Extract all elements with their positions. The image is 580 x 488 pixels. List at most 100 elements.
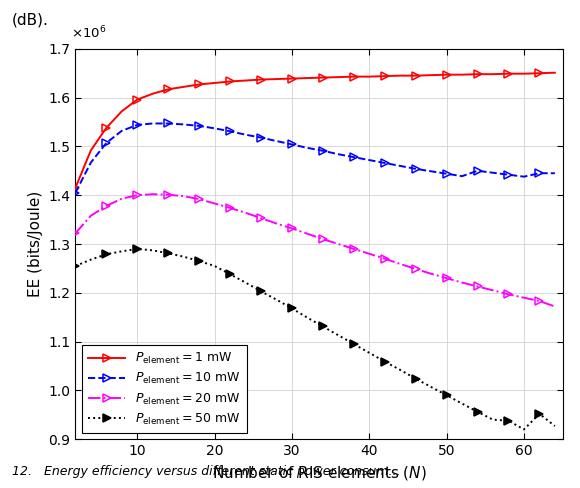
$P_\mathrm{element} = 50$ mW — [72, 263, 79, 269]
$P_\mathrm{element} = 1$ mW — [118, 108, 125, 114]
$P_\mathrm{element} = 1$ mW — [72, 185, 79, 191]
Text: (dB).: (dB). — [12, 12, 49, 27]
$P_\mathrm{element} = 1$ mW — [88, 147, 95, 153]
$P_\mathrm{element} = 1$ mW — [552, 70, 559, 76]
Text: $\times10^6$: $\times10^6$ — [71, 24, 106, 41]
$P_\mathrm{element} = 10$ mW — [227, 128, 234, 134]
$P_\mathrm{element} = 50$ mW — [149, 247, 156, 253]
$P_\mathrm{element} = 20$ mW — [552, 304, 559, 309]
$P_\mathrm{element} = 10$ mW — [381, 160, 388, 166]
$P_\mathrm{element} = 10$ mW — [412, 166, 419, 172]
$P_\mathrm{element} = 10$ mW — [258, 135, 264, 141]
$P_\mathrm{element} = 50$ mW — [258, 288, 264, 294]
$P_\mathrm{element} = 20$ mW — [118, 196, 125, 202]
$P_\mathrm{element} = 50$ mW — [180, 254, 187, 260]
$P_\mathrm{element} = 1$ mW — [149, 91, 156, 97]
$P_\mathrm{element} = 10$ mW — [134, 122, 141, 128]
$P_\mathrm{element} = 50$ mW — [320, 324, 327, 329]
$P_\mathrm{element} = 20$ mW — [195, 196, 202, 202]
$P_\mathrm{element} = 1$ mW — [242, 78, 249, 83]
$P_\mathrm{element} = 20$ mW — [320, 236, 327, 242]
$P_\mathrm{element} = 50$ mW — [335, 332, 342, 338]
$P_\mathrm{element} = 10$ mW — [211, 125, 218, 131]
$P_\mathrm{element} = 20$ mW — [72, 230, 79, 236]
$P_\mathrm{element} = 10$ mW — [304, 145, 311, 151]
$P_\mathrm{element} = 20$ mW — [350, 246, 357, 252]
$P_\mathrm{element} = 20$ mW — [474, 284, 481, 289]
Text: 12.   Energy efficiency versus different static power consum...: 12. Energy efficiency versus different s… — [12, 465, 400, 478]
$P_\mathrm{element} = 1$ mW — [320, 75, 327, 81]
$P_\mathrm{element} = 20$ mW — [443, 275, 450, 281]
$P_\mathrm{element} = 50$ mW — [211, 263, 218, 269]
$P_\mathrm{element} = 50$ mW — [536, 411, 543, 417]
$P_\mathrm{element} = 20$ mW — [505, 291, 512, 297]
$P_\mathrm{element} = 1$ mW — [288, 76, 295, 81]
$P_\mathrm{element} = 50$ mW — [304, 315, 311, 321]
$P_\mathrm{element} = 20$ mW — [304, 231, 311, 237]
$P_\mathrm{element} = 50$ mW — [552, 423, 559, 429]
$P_\mathrm{element} = 20$ mW — [227, 205, 234, 211]
$P_\mathrm{element} = 20$ mW — [366, 251, 373, 257]
$P_\mathrm{element} = 50$ mW — [459, 401, 466, 407]
$P_\mathrm{element} = 10$ mW — [320, 148, 327, 154]
$P_\mathrm{element} = 50$ mW — [474, 409, 481, 415]
$P_\mathrm{element} = 1$ mW — [134, 97, 141, 102]
$P_\mathrm{element} = 1$ mW — [258, 77, 264, 82]
$P_\mathrm{element} = 1$ mW — [304, 75, 311, 81]
$P_\mathrm{element} = 10$ mW — [165, 121, 172, 126]
$P_\mathrm{element} = 50$ mW — [288, 305, 295, 311]
$P_\mathrm{element} = 50$ mW — [165, 250, 172, 256]
$P_\mathrm{element} = 1$ mW — [195, 81, 202, 87]
$P_\mathrm{element} = 20$ mW — [335, 241, 342, 247]
$P_\mathrm{element} = 20$ mW — [211, 201, 218, 206]
$P_\mathrm{element} = 50$ mW — [273, 297, 280, 303]
Y-axis label: EE (bits/Joule): EE (bits/Joule) — [28, 191, 43, 297]
$P_\mathrm{element} = 10$ mW — [520, 174, 527, 180]
$P_\mathrm{element} = 10$ mW — [72, 190, 79, 196]
$P_\mathrm{element} = 20$ mW — [103, 203, 110, 209]
$P_\mathrm{element} = 1$ mW — [443, 72, 450, 78]
$P_\mathrm{element} = 10$ mW — [118, 128, 125, 134]
$P_\mathrm{element} = 50$ mW — [397, 367, 404, 373]
$P_\mathrm{element} = 50$ mW — [443, 392, 450, 398]
$P_\mathrm{element} = 1$ mW — [474, 71, 481, 77]
$P_\mathrm{element} = 10$ mW — [427, 168, 434, 174]
$P_\mathrm{element} = 10$ mW — [180, 122, 187, 127]
X-axis label: Number of RIS elements $(N)$: Number of RIS elements $(N)$ — [212, 464, 426, 482]
$P_\mathrm{element} = 1$ mW — [180, 84, 187, 90]
$P_\mathrm{element} = 10$ mW — [195, 123, 202, 129]
Legend: $P_\mathrm{element} = 1$ mW, $P_\mathrm{element} = 10$ mW, $P_\mathrm{element} =: $P_\mathrm{element} = 1$ mW, $P_\mathrm{… — [82, 345, 247, 433]
$P_\mathrm{element} = 10$ mW — [490, 170, 496, 176]
Line: $P_\mathrm{element} = 10$ mW: $P_\mathrm{element} = 10$ mW — [71, 119, 559, 197]
$P_\mathrm{element} = 20$ mW — [273, 221, 280, 226]
$P_\mathrm{element} = 20$ mW — [288, 225, 295, 231]
$P_\mathrm{element} = 50$ mW — [134, 246, 141, 252]
$P_\mathrm{element} = 50$ mW — [118, 248, 125, 254]
$P_\mathrm{element} = 1$ mW — [335, 74, 342, 80]
$P_\mathrm{element} = 1$ mW — [165, 86, 172, 92]
$P_\mathrm{element} = 20$ mW — [149, 191, 156, 197]
$P_\mathrm{element} = 1$ mW — [412, 73, 419, 79]
$P_\mathrm{element} = 50$ mW — [505, 418, 512, 424]
$P_\mathrm{element} = 1$ mW — [490, 71, 496, 77]
$P_\mathrm{element} = 10$ mW — [242, 132, 249, 138]
$P_\mathrm{element} = 1$ mW — [520, 71, 527, 77]
$P_\mathrm{element} = 20$ mW — [397, 261, 404, 267]
$P_\mathrm{element} = 1$ mW — [103, 125, 110, 131]
$P_\mathrm{element} = 20$ mW — [165, 192, 172, 198]
$P_\mathrm{element} = 1$ mW — [536, 70, 543, 76]
$P_\mathrm{element} = 20$ mW — [88, 213, 95, 219]
$P_\mathrm{element} = 10$ mW — [443, 171, 450, 177]
$P_\mathrm{element} = 50$ mW — [520, 427, 527, 432]
$P_\mathrm{element} = 20$ mW — [180, 193, 187, 199]
$P_\mathrm{element} = 20$ mW — [242, 210, 249, 216]
$P_\mathrm{element} = 1$ mW — [366, 74, 373, 80]
$P_\mathrm{element} = 1$ mW — [459, 72, 466, 78]
$P_\mathrm{element} = 50$ mW — [381, 359, 388, 365]
$P_\mathrm{element} = 10$ mW — [397, 163, 404, 169]
$P_\mathrm{element} = 20$ mW — [520, 295, 527, 301]
$P_\mathrm{element} = 1$ mW — [227, 79, 234, 84]
$P_\mathrm{element} = 50$ mW — [103, 251, 110, 257]
$P_\mathrm{element} = 20$ mW — [412, 266, 419, 272]
Line: $P_\mathrm{element} = 1$ mW: $P_\mathrm{element} = 1$ mW — [71, 68, 559, 192]
